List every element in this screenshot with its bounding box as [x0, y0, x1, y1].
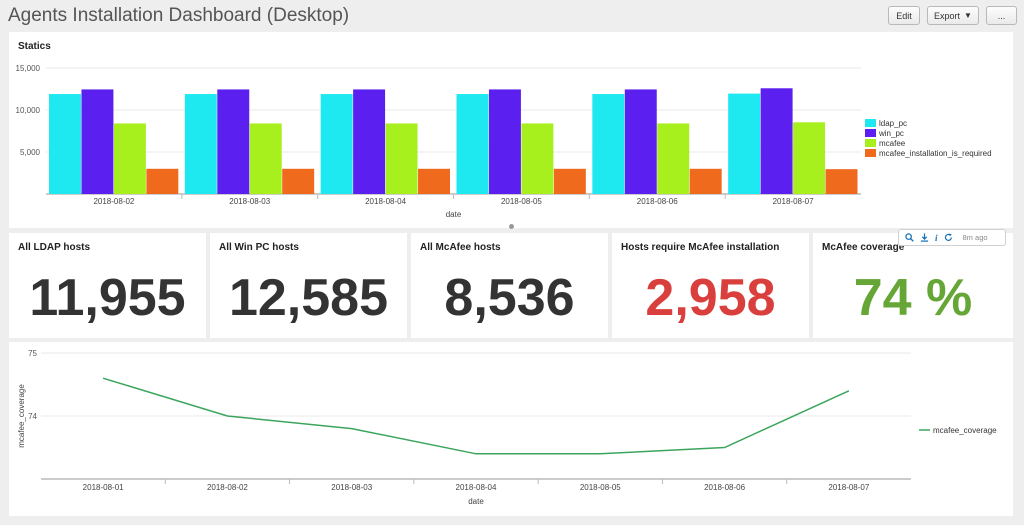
- x-tick-label: 2018-08-03: [229, 197, 270, 206]
- more-button[interactable]: ...: [986, 6, 1017, 25]
- x-tick-label: 2018-08-02: [93, 197, 134, 206]
- bar-ldap_pc[interactable]: [184, 94, 217, 194]
- single-value: 2,958: [645, 269, 776, 327]
- bar-win_pc[interactable]: [217, 89, 250, 194]
- bar-win_pc[interactable]: [353, 89, 386, 194]
- dashboard-title: Agents Installation Dashboard (Desktop): [8, 5, 350, 26]
- bar-mcafee_installation_is_required[interactable]: [689, 168, 722, 194]
- dashboard-header: Agents Installation Dashboard (Desktop) …: [0, 0, 1024, 30]
- single-hosts-require-install: Hosts require McAfee installation 2,958: [612, 233, 809, 338]
- x-tick-label: 2018-08-01: [83, 483, 124, 492]
- edit-button-label: Edit: [896, 10, 912, 21]
- y-axis-title: mcafee_coverage: [17, 384, 26, 448]
- y-tick-label: 15,000: [16, 64, 41, 73]
- single-label: All McAfee hosts: [420, 242, 501, 253]
- bar-ldap_pc[interactable]: [728, 93, 761, 194]
- export-button[interactable]: Export ▼: [927, 6, 979, 25]
- x-tick-label: 2018-08-06: [637, 197, 678, 206]
- edit-button[interactable]: Edit: [888, 6, 920, 25]
- bar-chart: 5,000 10,000 15,000 2018-08-02 2018-08-03 201…: [16, 64, 992, 219]
- statics-panel: Statics 5,000 10,000 15,000 2018-08-02 2018-…: [9, 32, 1013, 228]
- x-tick-label: 2018-08-05: [501, 197, 542, 206]
- legend-item-mcafee[interactable]: mcafee: [879, 139, 906, 148]
- search-icon[interactable]: [905, 233, 914, 242]
- single-label: All LDAP hosts: [18, 242, 91, 253]
- legend-item-win_pc[interactable]: win_pc: [878, 129, 904, 138]
- chevron-down-icon: ▼: [964, 11, 972, 20]
- y-tick-label: 75: [28, 349, 37, 358]
- single-value: 12,585: [228, 269, 389, 327]
- legend-swatch-mcafee: [865, 139, 876, 147]
- bar-mcafee_installation_is_required[interactable]: [146, 168, 179, 194]
- legend-swatch-win_pc: [865, 129, 876, 137]
- bar-mcafee[interactable]: [657, 123, 690, 194]
- single-win-pc-hosts: All Win PC hosts 12,585: [210, 233, 407, 338]
- last-refresh-time: 8m ago: [962, 233, 988, 242]
- x-tick-label: 2018-08-07: [773, 197, 814, 206]
- single-mcafee-hosts: All McAfee hosts 8,536: [411, 233, 608, 338]
- line-series-mcafee_coverage[interactable]: [102, 377, 850, 455]
- bar-ldap_pc[interactable]: [456, 94, 489, 194]
- y-tick-label: 74: [28, 412, 37, 421]
- refresh-icon[interactable]: [944, 233, 953, 242]
- single-ldap-hosts: All LDAP hosts 11,955: [9, 233, 206, 338]
- bar-mcafee[interactable]: [249, 123, 282, 194]
- legend-item-ldap_pc[interactable]: ldap_pc: [879, 119, 907, 128]
- x-axis-title: date: [468, 497, 484, 506]
- bar-win_pc[interactable]: [488, 89, 521, 194]
- single-value: 74 %: [853, 269, 973, 327]
- coverage-panel: 74 75 2018-08-01 2018-08-02 2018-08-03 2018-0…: [9, 342, 1013, 516]
- single-mcafee-coverage: McAfee coverage 74 %: [813, 233, 1013, 338]
- single-label: All Win PC hosts: [219, 242, 299, 253]
- y-tick-label: 5,000: [20, 148, 41, 157]
- bar-mcafee[interactable]: [385, 123, 418, 194]
- legend-swatch-mcafee_installation_is_required: [865, 149, 876, 157]
- legend-item-mcafee_coverage[interactable]: mcafee_coverage: [933, 426, 997, 435]
- bar-mcafee_installation_is_required[interactable]: [418, 168, 450, 194]
- x-tick-label: 2018-08-07: [828, 483, 869, 492]
- info-icon[interactable]: i: [935, 232, 938, 243]
- x-tick-label: 2018-08-04: [365, 197, 406, 206]
- legend-item-mcafee_installation_is_required[interactable]: mcafee_installation_is_required: [879, 149, 992, 158]
- bar-mcafee_installation_is_required[interactable]: [553, 168, 586, 194]
- bar-win_pc[interactable]: [624, 89, 657, 194]
- bar-ldap_pc[interactable]: [592, 94, 625, 194]
- bar-mcafee_installation_is_required[interactable]: [825, 169, 858, 194]
- statics-panel-title: Statics: [18, 41, 51, 52]
- more-button-label: ...: [997, 10, 1006, 21]
- x-tick-label: 2018-08-06: [704, 483, 745, 492]
- download-icon[interactable]: [920, 233, 929, 242]
- bar-ldap_pc[interactable]: [320, 94, 353, 194]
- panel-toolbar: i 8m ago: [898, 229, 1006, 246]
- bar-mcafee_installation_is_required[interactable]: [282, 168, 315, 194]
- bar-mcafee[interactable]: [113, 123, 146, 194]
- x-axis-title: date: [446, 210, 462, 219]
- line-chart: 74 75 2018-08-01 2018-08-02 2018-08-03 2018-0…: [17, 349, 997, 506]
- x-tick-label: 2018-08-04: [456, 483, 497, 492]
- bar-win_pc[interactable]: [81, 89, 114, 194]
- bar-mcafee[interactable]: [521, 123, 554, 194]
- bar-mcafee[interactable]: [793, 122, 826, 194]
- legend-swatch-ldap_pc: [865, 119, 876, 127]
- x-tick-label: 2018-08-05: [580, 483, 621, 492]
- single-label: Hosts require McAfee installation: [621, 242, 780, 253]
- bar-ldap_pc[interactable]: [49, 94, 81, 194]
- single-value: 11,955: [29, 269, 186, 327]
- x-tick-label: 2018-08-02: [207, 483, 248, 492]
- y-tick-label: 10,000: [16, 106, 41, 115]
- x-tick-label: 2018-08-03: [331, 483, 372, 492]
- single-value: 8,536: [444, 269, 575, 327]
- panel-resize-handle[interactable]: [509, 224, 514, 229]
- bar-win_pc[interactable]: [760, 88, 793, 194]
- single-label: McAfee coverage: [822, 242, 905, 253]
- export-button-label: Export: [934, 10, 961, 21]
